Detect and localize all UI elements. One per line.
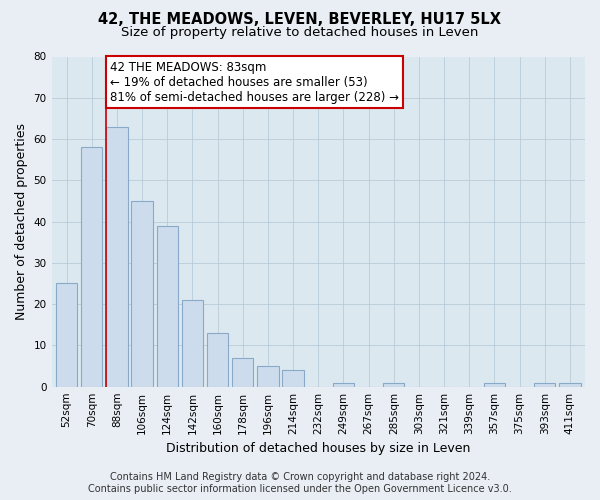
Bar [383,382,404,386]
Bar [534,382,556,386]
Bar [182,300,203,386]
Bar [157,226,178,386]
Bar [56,284,77,387]
Bar [131,201,153,386]
Bar [207,333,229,386]
X-axis label: Distribution of detached houses by size in Leven: Distribution of detached houses by size … [166,442,470,455]
Y-axis label: Number of detached properties: Number of detached properties [15,123,28,320]
Text: 42 THE MEADOWS: 83sqm
← 19% of detached houses are smaller (53)
81% of semi-deta: 42 THE MEADOWS: 83sqm ← 19% of detached … [110,60,399,104]
Bar [232,358,253,386]
Text: Contains HM Land Registry data © Crown copyright and database right 2024.
Contai: Contains HM Land Registry data © Crown c… [88,472,512,494]
Bar [559,382,581,386]
Bar [333,382,354,386]
Bar [283,370,304,386]
Text: 42, THE MEADOWS, LEVEN, BEVERLEY, HU17 5LX: 42, THE MEADOWS, LEVEN, BEVERLEY, HU17 5… [98,12,502,28]
Bar [484,382,505,386]
Bar [257,366,278,386]
Text: Size of property relative to detached houses in Leven: Size of property relative to detached ho… [121,26,479,39]
Bar [81,148,103,386]
Bar [106,126,128,386]
